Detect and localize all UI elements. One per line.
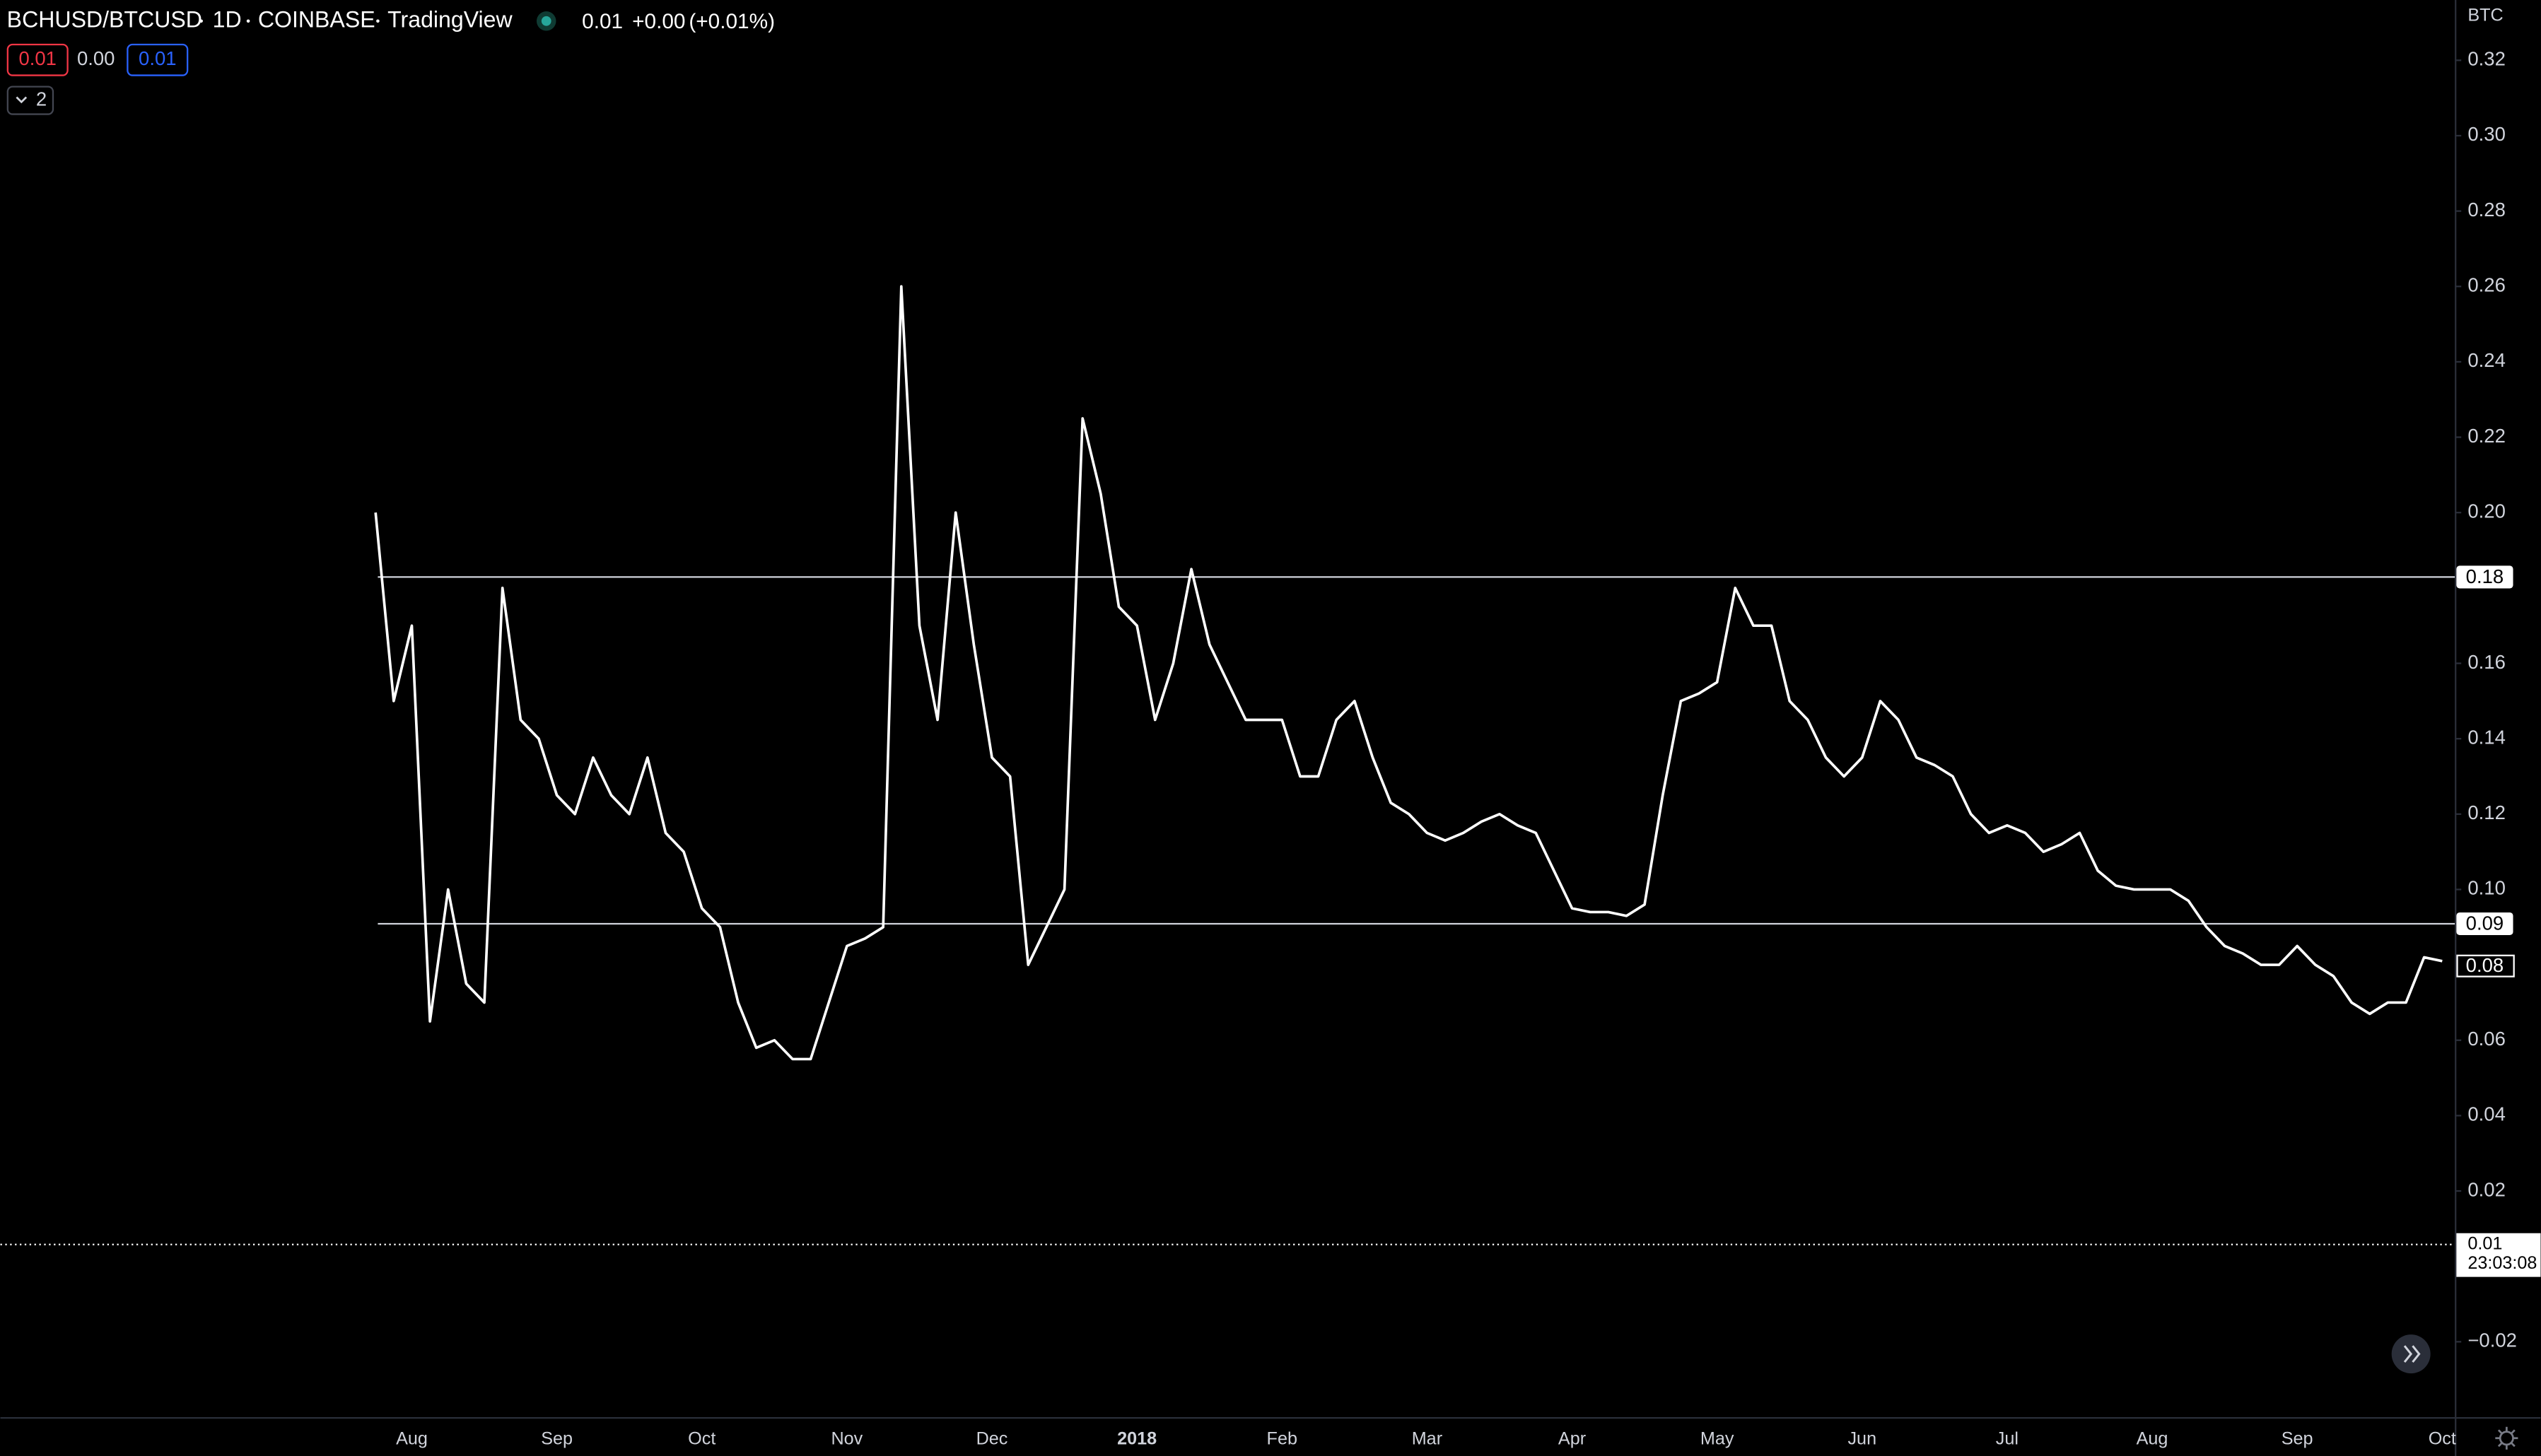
source: TradingView — [387, 6, 513, 32]
y-tick-label: 0.04 — [2467, 1103, 2506, 1125]
indicator-box[interactable] — [127, 43, 189, 76]
y-tick-label: 0.32 — [2467, 48, 2506, 70]
x-tick-label: Feb — [1267, 1429, 1297, 1449]
x-tick-label: Jul — [1996, 1429, 2019, 1449]
y-tick-label: −0.02 — [2467, 1329, 2517, 1351]
x-tick-label: Mar — [1412, 1429, 1442, 1449]
x-tick-label: Sep — [541, 1429, 573, 1449]
x-tick-label: May — [1700, 1429, 1734, 1449]
price-line — [374, 285, 2443, 1061]
settings[interactable] — [2495, 1426, 2518, 1450]
y-tick-label: 0.22 — [2467, 425, 2506, 447]
y-tick-label: 0.06 — [2467, 1028, 2506, 1050]
symbol[interactable]: BCHUSD/BTCUSD — [7, 6, 202, 32]
separator-dot — [376, 19, 380, 23]
y-tick-label: 0.14 — [2467, 726, 2506, 748]
y-tick-label: 0.30 — [2467, 123, 2506, 145]
last-price-box — [2456, 954, 2515, 977]
last-value: 0.01 — [582, 10, 623, 33]
y-tick-label: 0.20 — [2467, 500, 2506, 522]
x-tick-label: 2018 — [1117, 1429, 1157, 1449]
y-tick-label: 0.16 — [2467, 651, 2506, 673]
x-tick-label: Sep — [2282, 1429, 2313, 1449]
level-label-box — [2456, 912, 2513, 936]
x-tick-label: Dec — [976, 1429, 1008, 1449]
indicator-value: 0.01 — [139, 47, 177, 69]
y-tick-label: 0.12 — [2467, 802, 2506, 823]
x-tick-label: Aug — [2137, 1429, 2168, 1449]
x-tick-label: Aug — [396, 1429, 428, 1449]
last-price-label: 0.08 — [2466, 954, 2504, 976]
gear-teeth — [2495, 1426, 2518, 1450]
level-label-box — [2456, 565, 2513, 589]
separator-dot — [199, 19, 203, 23]
countdown-price: 0.01 — [2467, 1233, 2502, 1253]
x-tick-label: Apr — [1558, 1429, 1586, 1449]
indicator-value: 0.00 — [77, 47, 115, 69]
countdown-box — [2456, 1233, 2541, 1277]
change: +0.00 — [632, 10, 685, 33]
scroll-icon — [2403, 1345, 2421, 1363]
y-tick-label: 0.26 — [2467, 274, 2506, 296]
chevron — [16, 96, 28, 104]
change-percent: (+0.01%) — [689, 10, 775, 33]
y-tick-label: 0.02 — [2467, 1178, 2506, 1200]
x-tick-label: Oct — [2429, 1429, 2456, 1449]
exchange: COINBASE — [258, 6, 375, 32]
countdown-timer: 23:03:08 — [2467, 1253, 2537, 1273]
y-tick-label: 0.10 — [2467, 877, 2506, 899]
axis-unit: BTC — [2467, 6, 2503, 25]
y-tick-label: 0.24 — [2467, 349, 2506, 371]
x-tick-label: Jun — [1847, 1429, 1876, 1449]
x-tick-label: Oct — [688, 1429, 715, 1449]
indicator-box[interactable] — [6, 43, 69, 76]
indicator-count: 2 — [36, 88, 47, 110]
interval[interactable]: 1D — [213, 6, 242, 32]
header: BCHUSD/BTCUSD 1D COINBASE TradingView 0.… — [6, 6, 775, 115]
market-status-dot — [541, 16, 551, 26]
level-label: 0.18 — [2466, 565, 2504, 587]
level-label: 0.09 — [2466, 912, 2504, 934]
indicator-value: 0.01 — [18, 47, 56, 69]
separator-dot — [246, 19, 250, 23]
y-tick-label: 0.28 — [2467, 199, 2506, 221]
collapse-button[interactable] — [6, 86, 54, 115]
x-tick-label: Nov — [831, 1429, 863, 1449]
